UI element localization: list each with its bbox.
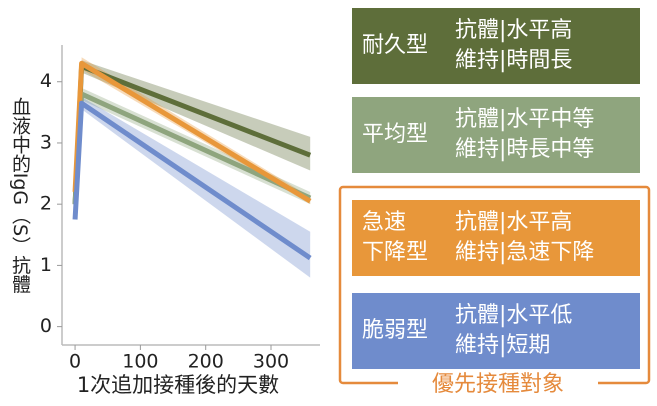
y-tick-label: 4 [40, 70, 52, 92]
x-tick-label: 200 [188, 351, 224, 373]
legend-box [352, 8, 640, 84]
legend-description: 抗體|水平中等 [455, 107, 594, 132]
legend-description: 抗體|水平高 [455, 210, 572, 235]
y-tick-label: 0 [40, 315, 52, 337]
series-line [72, 100, 312, 261]
y-tick-label: 3 [40, 131, 52, 153]
legend-box [352, 200, 640, 276]
y-axis-label: 血液中的IgG（S）抗體 [9, 96, 31, 293]
legend-label: 耐久型 [362, 33, 428, 58]
legend-label: 下降型 [362, 240, 428, 265]
legend-box [352, 293, 640, 369]
x-tick-label: 100 [122, 351, 158, 373]
priority-label: 優先接種對象 [432, 372, 564, 397]
legend-label: 急速 [362, 210, 406, 235]
y-tick-label: 1 [40, 254, 52, 276]
priority-label-bg [398, 371, 598, 397]
legend-description: 維持|急速下降 [455, 240, 594, 265]
y-tick-label: 2 [40, 193, 52, 215]
legend-label: 脆弱型 [362, 318, 428, 343]
legend-description: 抗體|水平高 [455, 18, 572, 43]
x-axis-label: 1次追加接種後的天數 [77, 373, 279, 397]
legend-description: 維持|短期 [455, 333, 550, 358]
x-tick-label: 0 [69, 351, 81, 373]
x-tick-label: 300 [253, 351, 289, 373]
legend-description: 維持|時間長 [455, 48, 572, 73]
legend-description: 維持|時長中等 [455, 137, 594, 162]
legend-box [352, 97, 640, 173]
legend-description: 抗體|水平低 [455, 303, 572, 328]
legend-label: 平均型 [362, 122, 428, 147]
